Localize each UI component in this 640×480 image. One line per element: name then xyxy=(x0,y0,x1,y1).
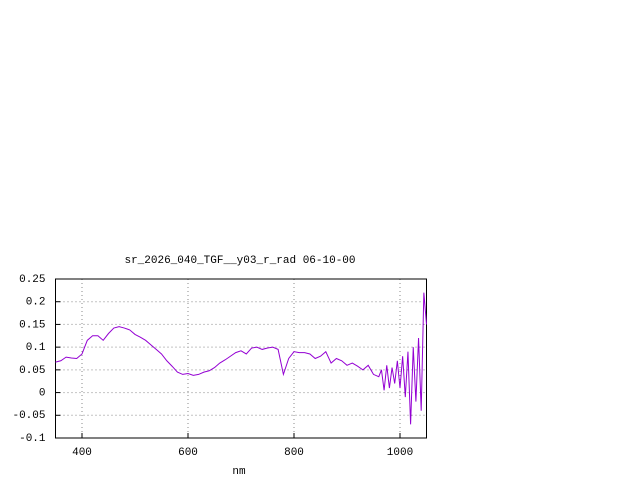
data-line xyxy=(55,292,427,425)
y-tick-label: 0.1 xyxy=(26,342,46,354)
chart-title: sr_2026_040_TGF__y03_r_rad 06-10-00 xyxy=(124,255,355,267)
x-tick-label: 400 xyxy=(72,447,92,459)
y-tick-label: -0.05 xyxy=(12,410,45,422)
y-tick-label: -0.1 xyxy=(19,433,46,445)
x-tick-label: 600 xyxy=(178,447,198,459)
y-tick-label: 0.25 xyxy=(19,274,45,286)
y-tick-label: 0.15 xyxy=(19,319,45,331)
y-tick-label: 0 xyxy=(39,387,46,399)
plot-frame xyxy=(55,278,427,439)
x-tick-label: 1000 xyxy=(387,447,413,459)
x-tick-label: 800 xyxy=(284,447,304,459)
y-tick-label: 0.05 xyxy=(19,365,45,377)
y-tick-label: 0.2 xyxy=(26,297,46,309)
x-axis-label: nm xyxy=(232,466,246,478)
